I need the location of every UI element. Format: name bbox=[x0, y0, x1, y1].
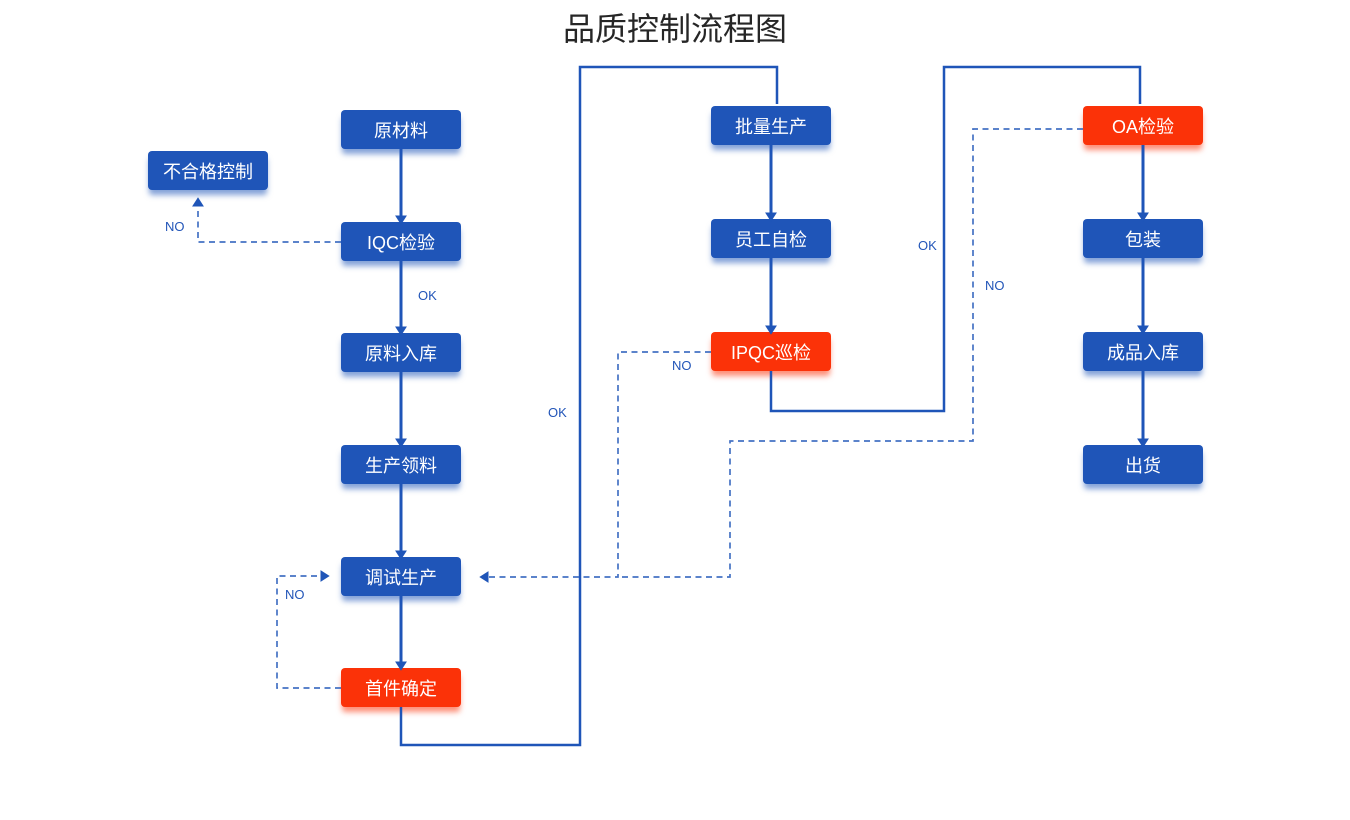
svg-text:NO: NO bbox=[672, 358, 692, 373]
svg-text:NO: NO bbox=[285, 587, 305, 602]
svg-text:OK: OK bbox=[418, 288, 437, 303]
svg-text:NO: NO bbox=[985, 278, 1005, 293]
svg-text:OK: OK bbox=[918, 238, 937, 253]
svg-text:OK: OK bbox=[548, 405, 567, 420]
